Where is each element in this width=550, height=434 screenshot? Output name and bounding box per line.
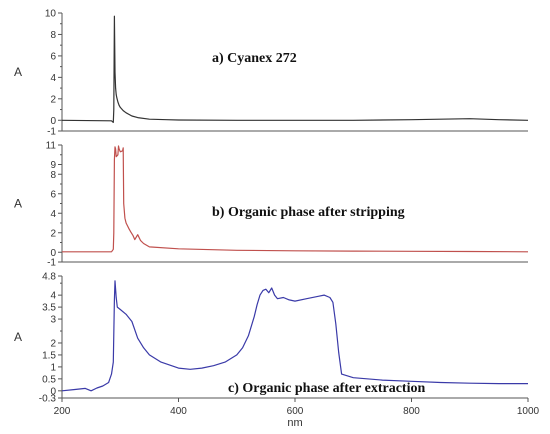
organic-phase-extraction-ytick-label: 3.5	[42, 303, 56, 314]
organic-phase-stripping-ytick-label: 9	[50, 160, 56, 171]
organic-phase-extraction-annotation: c) Organic phase after extraction	[228, 381, 425, 396]
xtick-label: 400	[170, 406, 187, 417]
organic-phase-stripping-ytick-label: 11	[46, 141, 57, 152]
cyanex-272-ytick-label: 2	[50, 94, 56, 105]
organic-phase-extraction-ytick-label: 3	[50, 315, 56, 326]
organic-phase-extraction-ytick-label: 4.8	[42, 272, 56, 283]
organic-phase-extraction-ytick-label: -0.3	[39, 394, 57, 405]
organic-phase-stripping-ytick-label: 6	[50, 189, 56, 200]
cyanex-272-ytick-label: 8	[50, 30, 56, 41]
xtick-label: 800	[403, 406, 420, 417]
cyanex-272-annotation: a) Cyanex 272	[212, 51, 297, 66]
organic-phase-extraction-ytick-label: 1.5	[42, 350, 56, 361]
organic-phase-stripping-ytick-label: 4	[50, 209, 56, 220]
xlabel: nm	[287, 417, 302, 429]
organic-phase-stripping-ytick-label: 0	[50, 248, 56, 259]
organic-phase-extraction-ylabel: A	[14, 330, 22, 344]
cyanex-272-ytick-label: 4	[50, 73, 56, 84]
organic-phase-stripping-series-line	[62, 145, 529, 253]
organic-phase-stripping-ytick-label: 2	[50, 228, 56, 239]
organic-phase-extraction-series-line	[61, 280, 528, 392]
cyanex-272-ytick-label: 0	[50, 116, 56, 127]
cyanex-272-series-line	[61, 15, 529, 123]
xtick-label: 200	[54, 406, 71, 417]
organic-phase-extraction-ytick-label: 0	[50, 386, 56, 397]
cyanex-272-ytick-label: -1	[47, 127, 56, 138]
xtick-label: 1000	[517, 406, 540, 417]
organic-phase-extraction-ytick-label: 4	[50, 291, 56, 302]
organic-phase-extraction-ytick-label: 2	[50, 338, 56, 349]
organic-phase-stripping-ytick-label: 8	[50, 170, 56, 181]
organic-phase-stripping-annotation: b) Organic phase after stripping	[212, 205, 405, 220]
organic-phase-stripping-ytick-label: -1	[47, 258, 56, 269]
cyanex-272-ylabel: A	[14, 65, 22, 79]
cyanex-272-ytick-label: 10	[45, 9, 57, 20]
xtick-label: 600	[287, 406, 304, 417]
cyanex-272-ytick-label: 6	[50, 51, 56, 62]
organic-phase-stripping-ylabel: A	[14, 197, 22, 211]
organic-phase-extraction-ytick-label: 0.5	[42, 374, 56, 385]
organic-phase-extraction-ytick-label: 1	[50, 362, 56, 373]
